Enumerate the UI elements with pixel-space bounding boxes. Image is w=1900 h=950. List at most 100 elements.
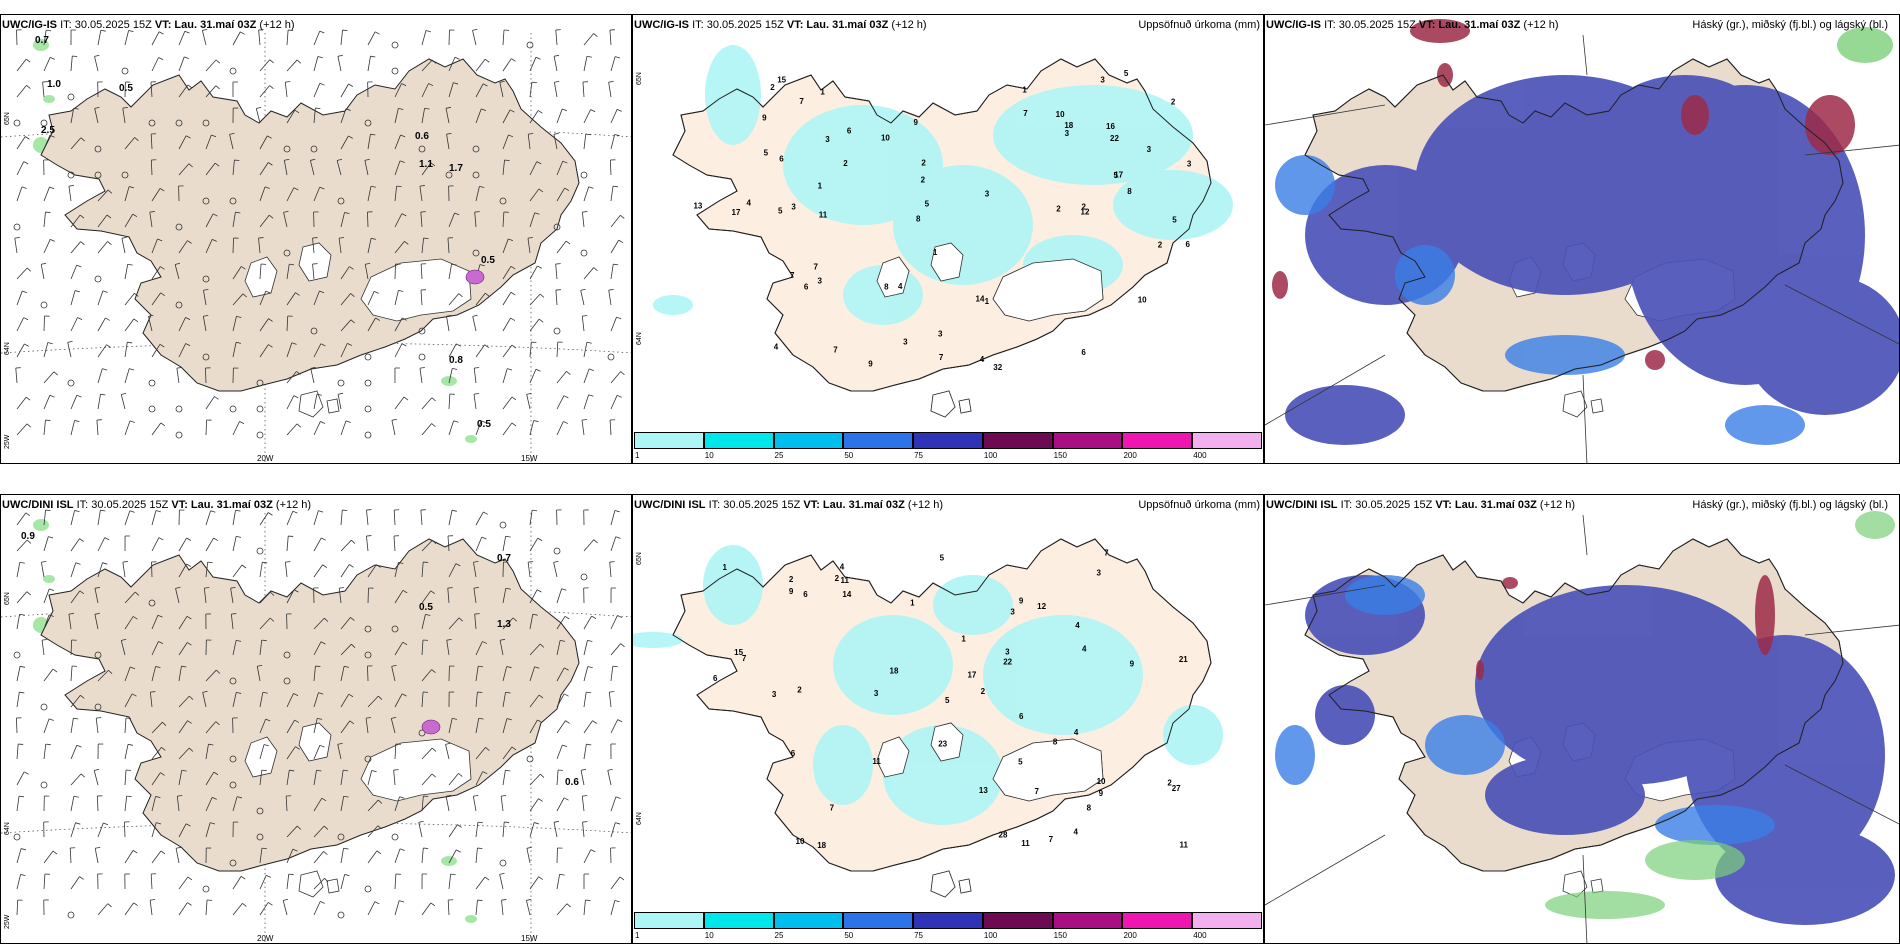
low-cloud-patch (1505, 335, 1625, 375)
wind-barb (472, 796, 477, 812)
wind-barb-feather (400, 134, 406, 138)
wind-barb-feather (185, 317, 191, 320)
wind-barb (286, 371, 297, 384)
wind-barb-feather (49, 134, 55, 138)
wind-barb (581, 796, 585, 812)
glacier-outline (992, 738, 1104, 802)
precip-amount-label: 7 (1034, 787, 1039, 796)
wind-barb (232, 212, 236, 228)
precip-areas (653, 45, 1233, 325)
legend-label: 10 (704, 451, 714, 460)
wind-barb (259, 902, 269, 916)
panel-variable-title: Háský (gr.), miðský (fj.bl.) og lágský (… (1692, 499, 1888, 511)
wind-barb (178, 240, 188, 254)
wind-barb (367, 665, 369, 682)
precip-amount-label: 15 (734, 648, 743, 657)
wind-barb (421, 590, 432, 604)
calm-wind-circle (472, 171, 480, 179)
wind-barb-feather (14, 237, 20, 239)
panel-title: UWC/DINI ISL IT: 30.05.2025 15Z VT: Lau.… (2, 499, 312, 511)
wind-barb (340, 666, 345, 682)
wind-barb (313, 186, 321, 202)
high-cloud-patch (1272, 271, 1288, 299)
wind-barb (475, 848, 478, 864)
wind-barb (14, 238, 18, 254)
wind-barb-feather (563, 693, 569, 697)
wind-barb (553, 822, 558, 838)
wind-barb (232, 160, 235, 176)
wind-barb (529, 798, 539, 812)
wind-barb-feather (74, 420, 80, 423)
wind-barb-feather (582, 211, 588, 213)
wind-barb (149, 900, 153, 916)
low-cloud-patch (1345, 575, 1425, 615)
wind-barb-feather (473, 794, 479, 797)
wind-barb-feather (593, 539, 598, 544)
wind-barb-feather (432, 539, 437, 544)
wind-barb (43, 614, 50, 630)
precip-amount-label: 3 (1187, 159, 1192, 168)
wind-barb (365, 718, 369, 734)
wind-barb (420, 290, 423, 306)
wind-barb (16, 744, 19, 760)
precip-amount-label: 6 (803, 590, 808, 599)
wind-barb (556, 770, 559, 786)
wind-barb-feather (230, 587, 236, 589)
wind-barb-feather (337, 158, 343, 161)
wind-barb-feather (370, 133, 376, 136)
wind-barb (583, 33, 594, 46)
wind-barb-feather (49, 186, 55, 190)
wind-barb (448, 824, 458, 838)
wind-barb (43, 239, 51, 254)
wind-barb (175, 588, 180, 604)
panel-title: UWC/DINI ISL IT: 30.05.2025 15Z VT: Lau.… (634, 499, 944, 511)
precip-amount-label: 4 (898, 282, 903, 291)
wind-barb (43, 874, 46, 890)
wind-barb-feather (211, 134, 217, 138)
wind-barb-feather (343, 769, 349, 772)
wind-barb (526, 394, 531, 410)
wind-barb-feather (370, 237, 377, 240)
precip-amount-label: 2 (770, 83, 775, 92)
wind-barb-feather (617, 615, 623, 618)
wind-barb-feather (26, 539, 32, 544)
precip-amount-label: 2 (835, 574, 840, 583)
wind-barb (367, 31, 376, 46)
wind-barb (259, 291, 267, 306)
mid-cloud-patch (1285, 385, 1405, 445)
wind-barb-feather (266, 874, 271, 878)
wind-barb (556, 395, 565, 410)
wind-barb-feather (242, 293, 247, 298)
wind-barb-feather (318, 510, 324, 513)
wind-barb-feather (321, 797, 327, 802)
wind-barb-feather (350, 293, 355, 297)
wind-barb-feather (396, 185, 402, 188)
wind-barb (475, 747, 486, 760)
wind-barb-feather (376, 564, 381, 568)
calm-wind-circle (607, 353, 615, 361)
wind-barb (340, 643, 352, 656)
wind-barb (70, 241, 82, 254)
wind-barb-feather (319, 30, 325, 34)
wind-barb-feather (323, 851, 328, 855)
wind-barb-feather (481, 108, 487, 112)
wind-barb-feather (155, 796, 161, 798)
wind-barb (286, 874, 290, 890)
axis-lon-label: 15W (521, 454, 538, 463)
wind-barb (340, 108, 347, 124)
wind-barb (286, 342, 293, 358)
precip-patch (465, 915, 477, 923)
wind-barb-feather (616, 316, 622, 320)
wind-barb-feather (189, 695, 194, 700)
wind-barb-feather (425, 30, 431, 33)
wind-barb-feather (554, 80, 560, 83)
wind-barb (610, 510, 616, 526)
precip-value-label: 0.5 (419, 602, 433, 613)
wind-barb (124, 796, 128, 812)
green-cloud-patch (1855, 511, 1895, 539)
wind-barb-feather (149, 211, 155, 213)
wind-barb (16, 796, 20, 812)
glacier-outline (326, 398, 340, 414)
wind-barb (394, 343, 403, 358)
wind-barb (340, 770, 344, 786)
